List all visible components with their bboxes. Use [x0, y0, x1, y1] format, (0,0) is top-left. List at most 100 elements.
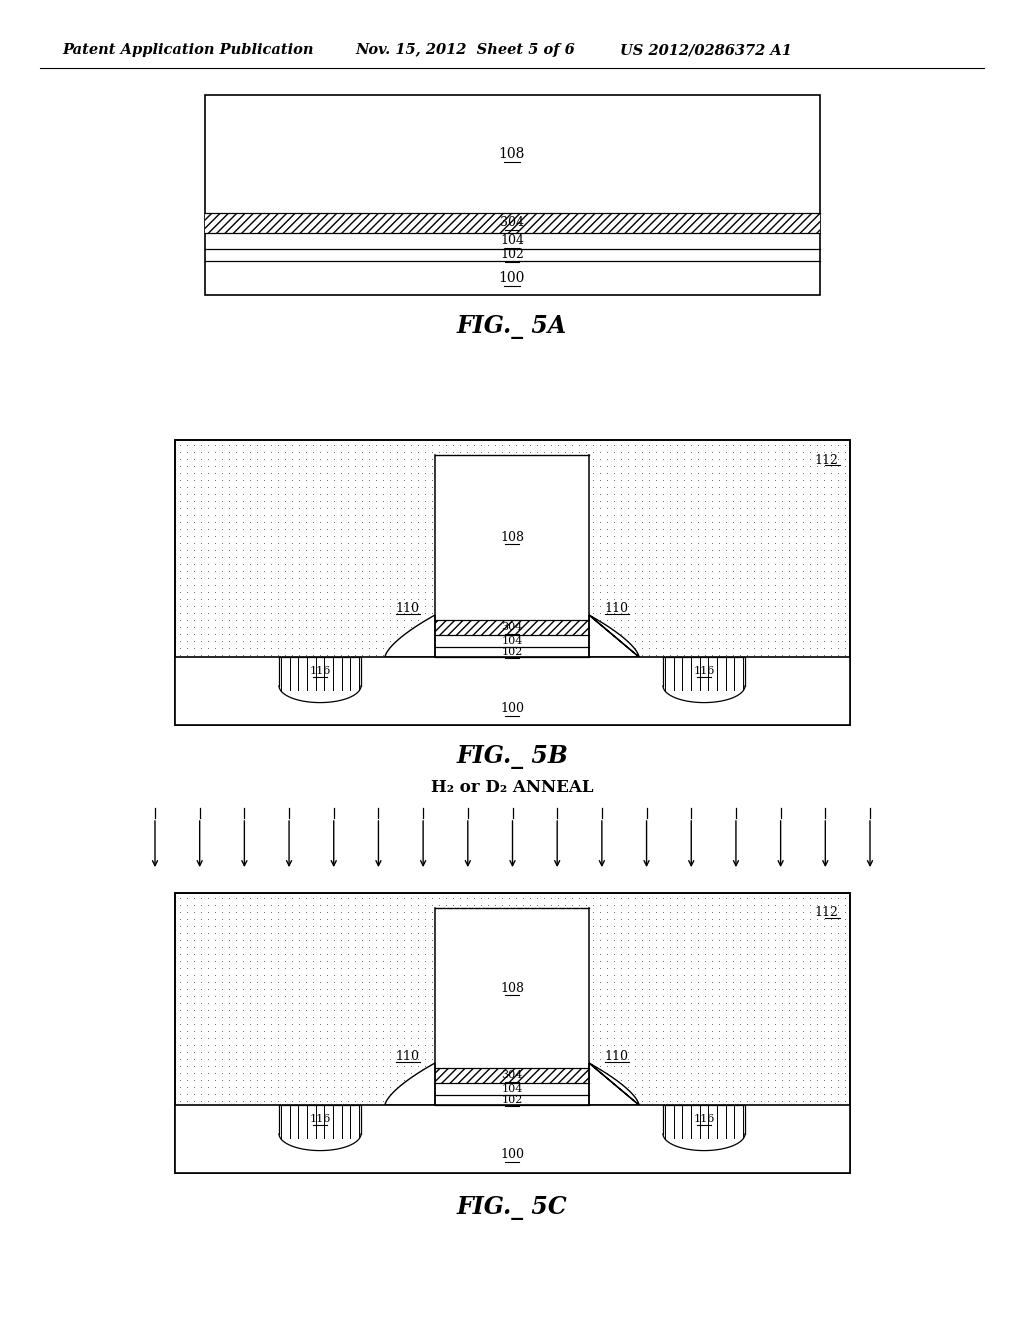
Point: [311, 1041, 328, 1063]
Point: [437, 672, 454, 693]
Point: [675, 978, 691, 999]
Point: [689, 1006, 706, 1027]
Point: [220, 539, 237, 560]
Point: [262, 553, 279, 574]
Point: [381, 657, 397, 678]
Point: [494, 595, 510, 616]
Point: [612, 1152, 629, 1173]
Point: [388, 686, 404, 708]
Point: [333, 1146, 349, 1167]
Point: [227, 546, 244, 568]
Point: [206, 1111, 222, 1133]
Point: [291, 525, 307, 546]
Text: 102: 102: [500, 248, 524, 261]
Point: [647, 964, 664, 985]
Point: [507, 1076, 523, 1097]
Point: [353, 447, 370, 469]
Point: [410, 532, 426, 553]
Point: [563, 616, 580, 638]
Point: [528, 1082, 545, 1104]
Point: [368, 477, 384, 498]
Point: [647, 1076, 664, 1097]
Point: [472, 587, 488, 609]
Point: [346, 1152, 362, 1173]
Point: [627, 1104, 643, 1125]
Point: [802, 1133, 818, 1154]
Point: [297, 1104, 313, 1125]
Point: [570, 511, 587, 532]
Point: [543, 693, 559, 714]
Point: [703, 1048, 720, 1069]
Point: [339, 1027, 355, 1048]
Point: [311, 929, 328, 950]
Point: [193, 455, 209, 477]
Point: [724, 915, 740, 936]
Point: [423, 455, 439, 477]
Point: [360, 477, 377, 498]
Point: [346, 929, 362, 950]
Point: [549, 553, 565, 574]
Point: [171, 1027, 187, 1048]
Point: [193, 477, 209, 498]
Point: [521, 921, 538, 942]
Point: [459, 708, 475, 729]
Point: [417, 553, 433, 574]
Point: [724, 574, 740, 595]
Point: [311, 455, 328, 477]
Point: [494, 887, 510, 908]
Point: [745, 665, 762, 686]
Point: [452, 517, 468, 539]
Point: [731, 991, 748, 1012]
Point: [605, 1012, 622, 1034]
Point: [452, 441, 468, 462]
Bar: [175, 440, 850, 725]
Point: [311, 1027, 328, 1048]
Point: [605, 539, 622, 560]
Point: [689, 455, 706, 477]
Point: [627, 496, 643, 517]
Point: [227, 678, 244, 700]
Point: [339, 1048, 355, 1069]
Point: [360, 1125, 377, 1146]
Point: [388, 902, 404, 923]
Point: [647, 1146, 664, 1167]
Point: [339, 602, 355, 623]
Point: [738, 991, 755, 1012]
Point: [375, 936, 391, 957]
Point: [808, 1146, 824, 1167]
Point: [536, 921, 552, 942]
Point: [829, 1146, 846, 1167]
Point: [605, 517, 622, 539]
Point: [227, 902, 244, 923]
Point: [479, 602, 496, 623]
Point: [829, 1055, 846, 1076]
Point: [185, 447, 202, 469]
Point: [578, 496, 594, 517]
Point: [220, 921, 237, 942]
Point: [465, 1160, 481, 1181]
Polygon shape: [385, 615, 435, 657]
Point: [787, 1055, 804, 1076]
Point: [297, 657, 313, 678]
Point: [696, 517, 713, 539]
Point: [326, 623, 342, 644]
Point: [703, 477, 720, 498]
Point: [591, 1034, 607, 1055]
Point: [479, 1012, 496, 1034]
Point: [311, 568, 328, 589]
Point: [662, 908, 678, 929]
Point: [745, 1118, 762, 1139]
Point: [444, 574, 461, 595]
Point: [837, 942, 853, 964]
Point: [479, 1076, 496, 1097]
Point: [444, 999, 461, 1020]
Point: [346, 902, 362, 923]
Point: [494, 657, 510, 678]
Point: [563, 587, 580, 609]
Point: [738, 1125, 755, 1146]
Point: [284, 708, 300, 729]
Point: [528, 581, 545, 602]
Point: [605, 447, 622, 469]
Text: 108: 108: [499, 147, 525, 161]
Point: [591, 665, 607, 686]
